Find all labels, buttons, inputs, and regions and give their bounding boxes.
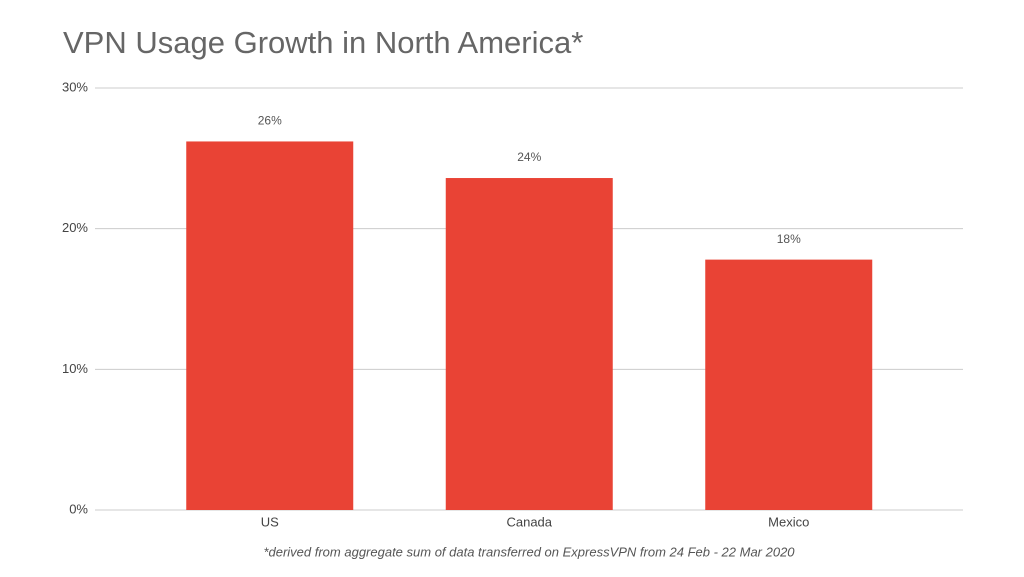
value-label: 24% <box>517 150 541 164</box>
chart-title: VPN Usage Growth in North America* <box>63 25 583 60</box>
value-label: 26% <box>258 114 282 128</box>
bar <box>445 178 613 510</box>
footnote: *derived from aggregate sum of data tran… <box>263 544 795 559</box>
x-tick-label: US <box>261 514 279 529</box>
y-tick-label: 20% <box>62 220 88 235</box>
x-tick-label: Canada <box>506 514 552 529</box>
y-tick-label: 30% <box>62 79 88 94</box>
value-label: 18% <box>777 232 801 246</box>
bar <box>705 259 873 510</box>
y-tick-label: 10% <box>62 361 88 376</box>
x-tick-label: Mexico <box>768 514 809 529</box>
bar <box>186 141 354 510</box>
y-tick-label: 0% <box>69 501 88 516</box>
